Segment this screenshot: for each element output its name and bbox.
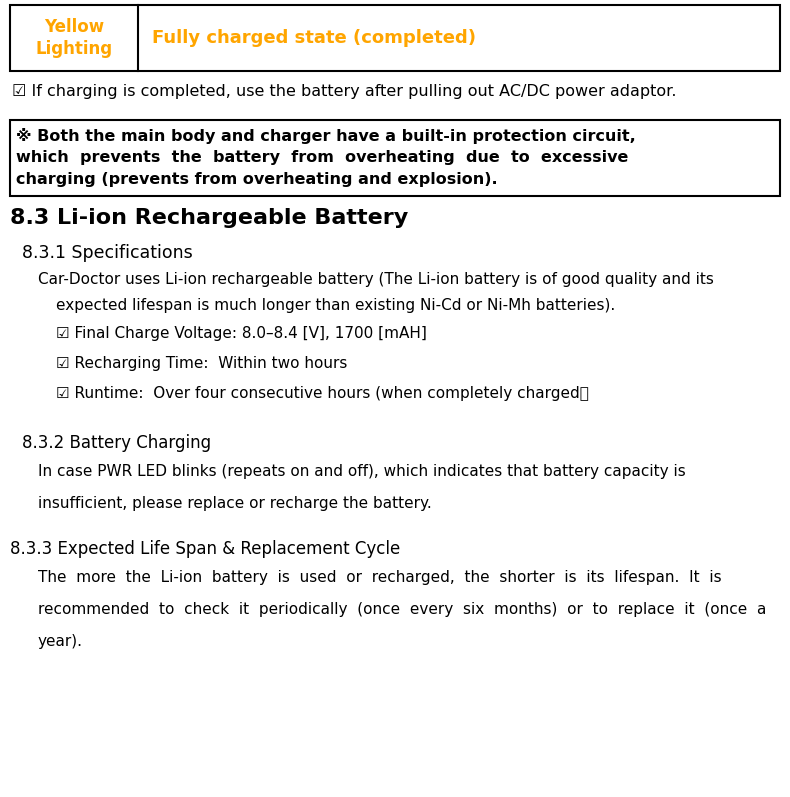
Text: recommended  to  check  it  periodically  (once  every  six  months)  or  to  re: recommended to check it periodically (on… bbox=[38, 602, 766, 617]
Text: 8.3.3 Expected Life Span & Replacement Cycle: 8.3.3 Expected Life Span & Replacement C… bbox=[10, 540, 401, 558]
Text: 8.3.1 Specifications: 8.3.1 Specifications bbox=[22, 244, 193, 262]
Text: Fully charged state (completed): Fully charged state (completed) bbox=[152, 29, 476, 47]
Text: 8.3 Li-ion Rechargeable Battery: 8.3 Li-ion Rechargeable Battery bbox=[10, 208, 408, 228]
Text: ☑ Final Charge Voltage: 8.0–8.4 [V], 1700 [mAH]: ☑ Final Charge Voltage: 8.0–8.4 [V], 170… bbox=[56, 326, 427, 341]
Bar bbox=[10, 120, 780, 196]
Text: which  prevents  the  battery  from  overheating  due  to  excessive: which prevents the battery from overheat… bbox=[16, 150, 628, 165]
Text: 8.3.2 Battery Charging: 8.3.2 Battery Charging bbox=[22, 434, 211, 452]
Text: ☑ Runtime:  Over four consecutive hours (when completely charged）: ☑ Runtime: Over four consecutive hours (… bbox=[56, 386, 589, 401]
Text: ☑ Recharging Time:  Within two hours: ☑ Recharging Time: Within two hours bbox=[56, 356, 348, 371]
Text: year).: year). bbox=[38, 634, 83, 649]
Text: In case PWR LED blinks (repeats on and off), which indicates that battery capaci: In case PWR LED blinks (repeats on and o… bbox=[38, 464, 686, 479]
Text: ☑ If charging is completed, use the battery after pulling out AC/DC power adapto: ☑ If charging is completed, use the batt… bbox=[12, 84, 676, 99]
Text: expected lifespan is much longer than existing Ni-Cd or Ni-Mh batteries).: expected lifespan is much longer than ex… bbox=[56, 298, 615, 313]
Text: Car-Doctor uses Li-ion rechargeable battery (The Li-ion battery is of good quali: Car-Doctor uses Li-ion rechargeable batt… bbox=[38, 272, 714, 287]
Text: Yellow
Lighting: Yellow Lighting bbox=[36, 18, 112, 58]
Text: ※ Both the main body and charger have a built-in protection circuit,: ※ Both the main body and charger have a … bbox=[16, 128, 636, 144]
Text: charging (prevents from overheating and explosion).: charging (prevents from overheating and … bbox=[16, 172, 498, 187]
Text: The  more  the  Li-ion  battery  is  used  or  recharged,  the  shorter  is  its: The more the Li-ion battery is used or r… bbox=[38, 570, 721, 585]
Text: insufficient, please replace or recharge the battery.: insufficient, please replace or recharge… bbox=[38, 496, 432, 511]
Bar bbox=[10, 5, 780, 71]
